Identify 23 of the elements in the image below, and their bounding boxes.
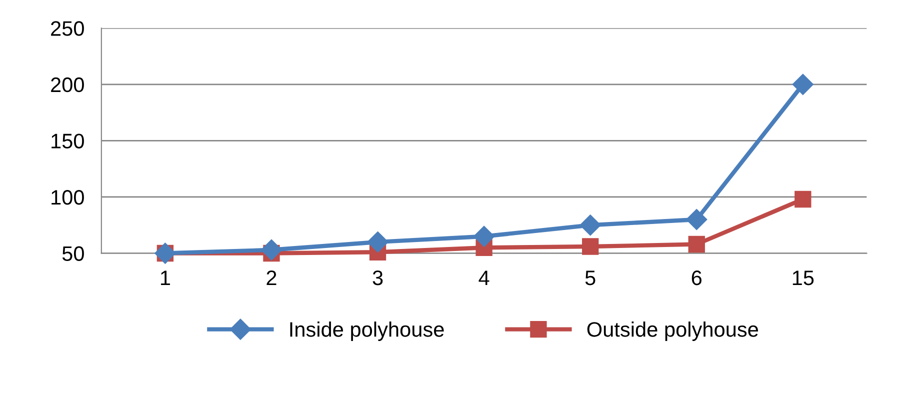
point bbox=[474, 226, 495, 247]
y-tick-label: 50 bbox=[62, 246, 84, 262]
x-tick-label: 1 bbox=[160, 270, 170, 286]
y-tick-label: 250 bbox=[51, 21, 84, 36]
y-tick-label: 150 bbox=[52, 134, 84, 148]
x-tick-label: 15 bbox=[792, 270, 814, 286]
y-tick-label: 100 bbox=[52, 190, 84, 205]
x-tick-label: 4 bbox=[478, 270, 490, 286]
x-tick-label: 2 bbox=[266, 270, 276, 286]
legend-label: Inside polyhouse bbox=[290, 322, 444, 341]
x-tick-label: 5 bbox=[585, 270, 596, 286]
legend-label: Outside polyhouse bbox=[587, 322, 758, 341]
point bbox=[792, 74, 814, 95]
x-tick-label: 6 bbox=[692, 270, 702, 286]
point bbox=[794, 190, 812, 208]
point bbox=[580, 214, 601, 236]
point bbox=[367, 231, 388, 253]
point bbox=[582, 238, 599, 255]
point bbox=[260, 239, 282, 260]
x-tick-label: 3 bbox=[372, 270, 383, 286]
point bbox=[688, 236, 705, 253]
y-tick-label: 200 bbox=[51, 77, 84, 92]
point bbox=[686, 208, 708, 230]
